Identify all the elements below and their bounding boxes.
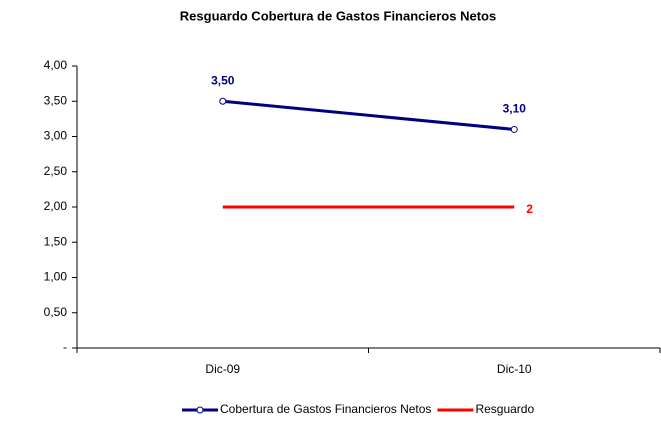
legend-label: Cobertura de Gastos Financieros Netos bbox=[220, 402, 431, 416]
point bbox=[510, 125, 518, 133]
value-label: 3,10 bbox=[503, 102, 527, 116]
y-tick-label: 3,50 bbox=[44, 93, 68, 107]
chart-title: Resguardo Cobertura de Gastos Financiero… bbox=[180, 8, 496, 23]
legend-marker bbox=[196, 406, 204, 414]
y-tick-label: - bbox=[63, 340, 67, 354]
y-tick-label: 3,00 bbox=[44, 129, 68, 143]
x-tick-label: Dic-10 bbox=[497, 362, 532, 376]
series-line bbox=[222, 99, 515, 131]
point bbox=[219, 97, 227, 105]
y-tick-label: 2,50 bbox=[44, 164, 68, 178]
y-tick-label: 4,00 bbox=[44, 58, 68, 72]
value-label: 2 bbox=[526, 202, 533, 216]
y-tick-label: 1,50 bbox=[44, 234, 68, 248]
value-label: 3,50 bbox=[211, 73, 235, 87]
y-tick-label: 2,00 bbox=[44, 199, 68, 213]
legend-label: Resguardo bbox=[475, 402, 534, 416]
x-tick-label: Dic-09 bbox=[205, 362, 240, 376]
y-tick-label: 1,00 bbox=[44, 270, 68, 284]
y-tick-label: 0,50 bbox=[44, 305, 68, 319]
